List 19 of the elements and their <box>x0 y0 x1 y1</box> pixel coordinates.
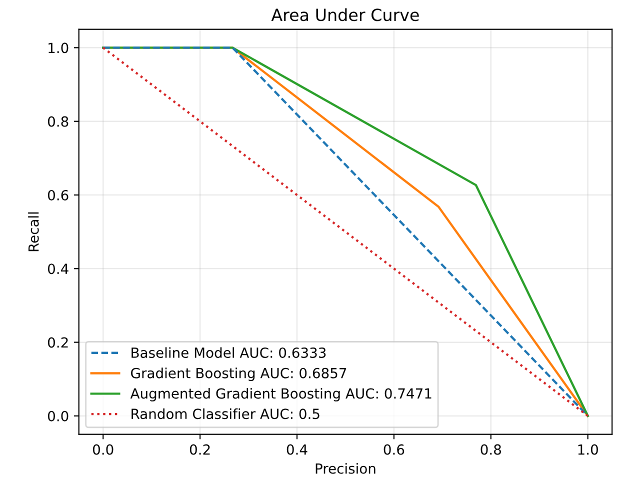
y-tick-label: 0.0 <box>48 410 68 422</box>
x-tick-label: 0.4 <box>286 444 308 455</box>
x-axis-title: Precision <box>316 463 376 474</box>
x-tick-label: 0.6 <box>384 444 404 455</box>
x-tick-label: 1.0 <box>578 444 598 455</box>
legend-label: Random Classifier AUC: 0.5 <box>132 408 320 420</box>
x-tick-label: 0.8 <box>480 444 501 455</box>
y-axis-title: Recall <box>28 212 39 252</box>
chart-title: Area Under Curve <box>271 8 419 22</box>
x-tick-label: 0.2 <box>190 444 210 455</box>
y-tick-label: 0.2 <box>48 337 68 348</box>
legend-label: Augmented Gradient Boosting AUC: 0.7471 <box>130 388 432 402</box>
y-tick-label: 0.8 <box>48 116 68 127</box>
y-tick-label: 0.4 <box>48 264 68 274</box>
y-tick-label: 0.6 <box>48 190 68 200</box>
legend-label: Baseline Model AUC: 0.6333 <box>132 347 326 358</box>
legend-label: Gradient Boosting AUC: 0.6857 <box>131 368 346 382</box>
y-tick-label: 1.0 <box>48 42 68 54</box>
x-tick-label: 0.0 <box>92 444 114 455</box>
